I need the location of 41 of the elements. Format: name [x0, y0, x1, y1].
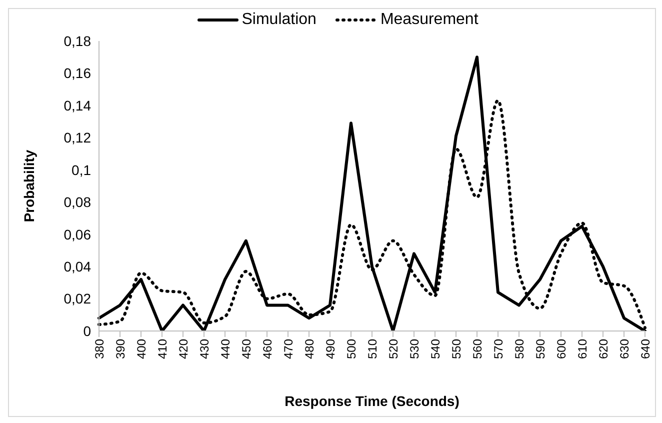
x-tick-label: 520	[386, 338, 401, 360]
x-tick-label: 530	[408, 338, 422, 360]
x-tick-label: 390	[114, 338, 128, 360]
x-tick-label: 600	[554, 338, 569, 360]
x-tick-label: 480	[302, 338, 317, 360]
legend-label: Simulation	[242, 11, 316, 29]
x-tick-label: 540	[428, 338, 443, 360]
x-tick-label: 500	[344, 338, 359, 360]
x-tick-label: 610	[576, 338, 590, 360]
y-tick-label: 0,06	[64, 226, 92, 242]
x-tick-label: 550	[450, 338, 464, 360]
x-tick-label: 430	[198, 338, 212, 360]
y-tick-label: 0	[83, 322, 92, 339]
x-tick-label: 640	[638, 338, 653, 360]
x-tick-label: 410	[156, 338, 170, 360]
y-tick-label: 0,08	[64, 194, 92, 210]
x-tick-label: 440	[218, 338, 233, 360]
x-tick-label: 590	[534, 338, 548, 360]
y-tick-label: 0,12	[64, 130, 92, 146]
x-tick-label: 510	[366, 338, 380, 360]
x-tick-label: 470	[282, 338, 296, 360]
x-tick-label: 450	[240, 338, 254, 360]
x-tick-label: 580	[512, 338, 527, 360]
y-tick-label: 0,04	[64, 258, 92, 275]
y-tick-label: 0,18	[64, 32, 92, 49]
x-tick-label: 570	[492, 338, 506, 360]
y-tick-label: 0,02	[64, 290, 92, 307]
x-tick-label: 420	[176, 338, 191, 360]
x-tick-label: 630	[618, 338, 632, 360]
y-axis-title: Probability	[20, 150, 37, 222]
y-tick-label: 0,14	[64, 97, 92, 114]
x-tick-label: 400	[134, 338, 149, 360]
x-tick-label: 490	[324, 338, 338, 360]
x-tick-label: 620	[596, 338, 611, 360]
x-axis-title: Response Time (Seconds)	[284, 393, 460, 409]
x-tick-label: 560	[470, 338, 485, 360]
legend-label: Measurement	[380, 11, 478, 29]
x-tick-label: 460	[260, 338, 275, 360]
y-tick-label: 0,16	[64, 65, 92, 82]
y-tick-label: 0,1	[72, 162, 92, 178]
x-tick-label: 380	[92, 338, 107, 360]
